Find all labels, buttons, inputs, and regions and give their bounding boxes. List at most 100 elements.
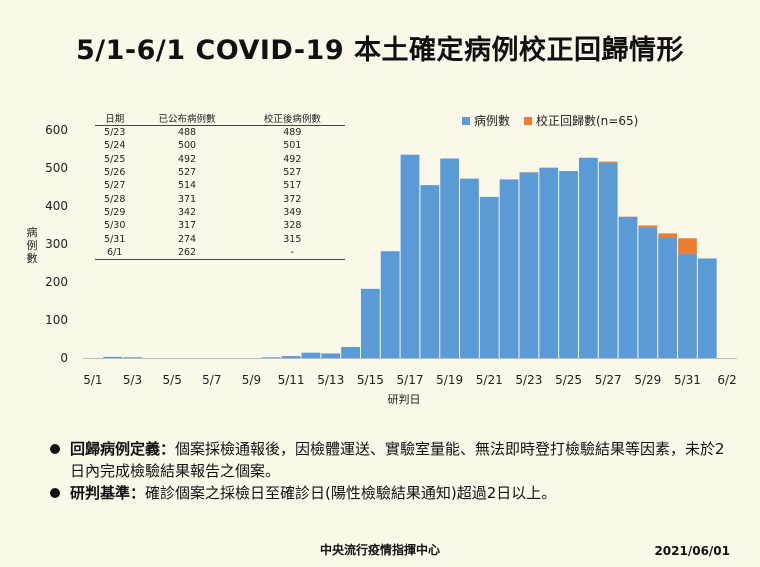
- bar-cases: [539, 168, 559, 358]
- table-cell-published: 500: [177, 140, 197, 152]
- bar-cases: [341, 346, 360, 358]
- x-tick-label: 5/11: [278, 373, 305, 387]
- table-cell-published: 274: [177, 233, 197, 245]
- bullet-criteria: 研判基準：確診個案之採檢日至確診日(陽性檢驗結果通知)超過2日以上。: [48, 482, 728, 504]
- table-row: 5/28 371 372: [95, 192, 345, 205]
- y-tick-label: 300: [45, 237, 68, 251]
- bullet-dot-icon: [50, 488, 60, 498]
- bar-cases: [380, 251, 400, 358]
- y-axis-label: 病例數: [27, 225, 38, 265]
- bar-cases: [697, 258, 717, 358]
- bar-cases: [261, 357, 281, 358]
- bullet-label: 回歸病例定義：: [70, 440, 176, 458]
- y-tick-label: 400: [45, 199, 68, 213]
- bar-cases: [559, 171, 578, 358]
- bullet-definition: 回歸病例定義：個案採檢通報後，因檢體運送、實驗室量能、無法即時登打檢驗結果等因素…: [48, 438, 728, 482]
- bar-cases: [400, 154, 420, 358]
- x-tick-label: 5/29: [634, 373, 661, 387]
- x-tick-label: 6/2: [717, 373, 736, 387]
- bar-cases: [658, 237, 678, 358]
- table-header-date: 日期: [95, 111, 135, 126]
- table-cell-published: 492: [177, 153, 197, 165]
- bar-cases: [440, 158, 460, 358]
- table-cell-date: 5/23: [104, 127, 126, 139]
- bar-cases: [638, 228, 658, 358]
- table-header-row: 日期 已公布病例數 校正後病例數: [95, 111, 345, 126]
- definition-list: 回歸病例定義：個案採檢通報後，因檢體運送、實驗室量能、無法即時登打檢驗結果等因素…: [48, 438, 728, 504]
- bar-cases: [499, 179, 519, 358]
- table-cell-date: 6/1: [95, 245, 135, 260]
- table-row: 5/31 274 315: [95, 232, 345, 245]
- table-cell-date: 5/29: [104, 206, 126, 218]
- x-axis-label: 研判日: [388, 393, 421, 406]
- bar-corrected: [678, 238, 697, 254]
- table-header-corrected: 校正後病例數: [239, 111, 345, 126]
- bar-cases: [519, 172, 539, 358]
- table-row: 5/26 527 527: [95, 166, 345, 179]
- table-row: 5/23 488 489: [95, 126, 345, 140]
- table-cell-corrected: 315: [283, 233, 302, 245]
- table-row: 5/25 492 492: [95, 153, 345, 166]
- table-row: 5/27 514 517: [95, 179, 345, 192]
- table-cell-published: 342: [177, 206, 197, 218]
- y-tick-label: 600: [45, 123, 68, 137]
- bar-cases: [678, 253, 697, 358]
- bar-cases: [578, 157, 598, 358]
- x-tick-label: 5/17: [397, 373, 424, 387]
- table-cell-published: 527: [177, 167, 197, 179]
- table-cell-date: 5/27: [104, 180, 126, 192]
- table-cell-date: 5/30: [104, 220, 126, 232]
- x-tick-label: 5/9: [242, 373, 261, 387]
- bullet-dot-icon: [50, 444, 60, 454]
- bar-corrected: [658, 233, 678, 238]
- table-cell-published: 371: [177, 193, 197, 205]
- table-row: 5/24 500 501: [95, 139, 345, 152]
- x-tick-label: 5/19: [436, 373, 463, 387]
- footer-date: 2021/06/01: [654, 544, 730, 558]
- footer-organization: 中央流行疫情指揮中心: [319, 543, 440, 557]
- table-header-published: 已公布病例數: [134, 111, 240, 126]
- table-cell-date: 5/24: [104, 140, 126, 152]
- y-tick-label: 200: [45, 275, 68, 289]
- table-cell-corrected: 489: [283, 127, 302, 139]
- table-cell-published: 262: [134, 245, 240, 260]
- legend-label-cases: 病例數: [474, 113, 510, 128]
- bullet-label: 研判基準：: [70, 484, 146, 502]
- bar-cases: [301, 352, 321, 358]
- y-tick-label: 0: [60, 351, 68, 365]
- x-tick-label: 5/3: [123, 373, 142, 387]
- bar-cases: [360, 288, 380, 358]
- y-tick-label: 500: [45, 161, 68, 175]
- x-tick-label: 5/1: [83, 373, 102, 387]
- bar-cases: [123, 357, 142, 358]
- legend-swatch-cases: [462, 117, 470, 125]
- data-table: 日期 已公布病例數 校正後病例數 5/23 488 489 5/24 500 501 5/2…: [95, 111, 345, 260]
- bar-cases: [460, 178, 479, 358]
- table-cell-corrected: 527: [283, 167, 302, 179]
- bar-cases: [420, 185, 440, 358]
- table-cell-corrected: 328: [283, 220, 302, 232]
- table-cell-corrected: 349: [283, 206, 302, 218]
- bar-corrected: [638, 225, 658, 229]
- x-tick-label: 5/25: [555, 373, 582, 387]
- legend-label-corrected: 校正回歸數(n=65): [536, 113, 638, 128]
- x-tick-label: 5/31: [674, 373, 701, 387]
- table-cell-corrected: -: [239, 245, 345, 260]
- table-cell-corrected: 372: [283, 193, 302, 205]
- x-tick-label: 5/5: [163, 373, 182, 387]
- table-cell-corrected: 517: [283, 180, 302, 192]
- x-tick-label: 5/13: [317, 373, 344, 387]
- bar-cases: [479, 196, 499, 358]
- bar-cases: [103, 356, 123, 358]
- bar-cases: [618, 217, 638, 358]
- bar-chart: 0 100 200 300 400 500 600 5/1 5/3 5/5 5/7 5/9 5/11 5/…: [27, 113, 737, 406]
- x-tick-label: 5/23: [515, 373, 542, 387]
- x-tick-label: 5/15: [357, 373, 384, 387]
- table-cell-published: 317: [177, 220, 197, 232]
- bar-cases: [598, 162, 618, 358]
- page-title: 5/1-6/1 COVID-19 本土確定病例校正回歸情形: [75, 35, 685, 66]
- table-row: 6/1 262-: [95, 245, 345, 260]
- bullet-text: 確診個案之採檢日至確診日(陽性檢驗結果通知)超過2日以上。: [145, 484, 557, 502]
- table-cell-corrected: 492: [283, 153, 302, 165]
- bar-cases: [321, 353, 341, 358]
